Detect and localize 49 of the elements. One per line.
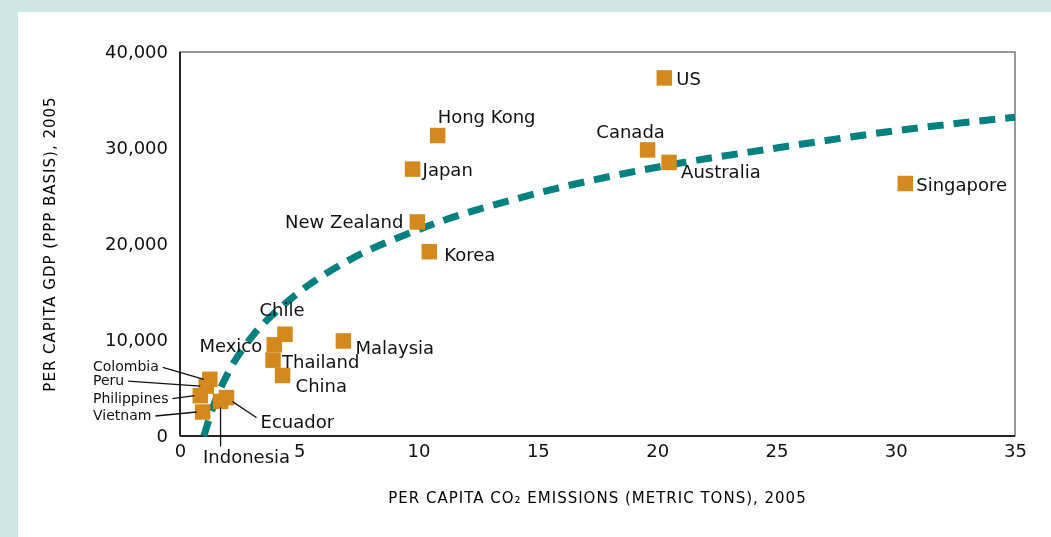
point (421, 243, 438, 260)
point (409, 214, 426, 230)
point (192, 387, 209, 404)
annotation: Indonesia (203, 446, 291, 468)
x-tick-label: 15 (526, 439, 550, 461)
y-tick-label: 20,000 (105, 233, 168, 255)
y-axis-title: PER CAPITA GDP (PPP BASIS), 2005 (41, 96, 59, 392)
point (266, 337, 282, 353)
y-tick-label: 40,000 (105, 41, 168, 63)
point (661, 154, 677, 171)
x-tick-label: 0 (174, 439, 187, 461)
point (429, 127, 446, 144)
annotation: Hong Kong (437, 105, 536, 127)
x-tick-label: 20 (646, 439, 670, 461)
x-tick-label: 35 (1004, 439, 1027, 461)
annotation: Peru (93, 372, 125, 389)
annotation: Philippines (93, 389, 169, 406)
point (218, 389, 235, 406)
point (639, 142, 656, 158)
annotation: Vietnam (93, 407, 152, 423)
y-tick-label: 30,000 (105, 137, 168, 159)
y-tick-label: 10,000 (105, 329, 168, 351)
annotation: Malaysia (355, 336, 435, 358)
annotation: Korea (444, 243, 496, 265)
annotation: China (295, 374, 348, 396)
annotation: Mexico (199, 334, 263, 356)
annotation: Chile (259, 299, 305, 321)
x-tick-label: 25 (765, 439, 789, 461)
point (656, 70, 673, 86)
point (335, 333, 352, 349)
annotation: Ecuador (260, 410, 335, 432)
point (277, 326, 293, 342)
annotation: Japan (421, 159, 473, 181)
x-axis-title: PER CAPITA CO₂ EMISSIONS (METRIC TONS), 2005 (388, 489, 807, 507)
annotation: Singapore (916, 173, 1008, 195)
x-tick-label: 10 (407, 439, 431, 461)
annotation: US (676, 67, 701, 89)
x-tick-label: 5 (294, 439, 306, 461)
annotation: Colombia (93, 358, 159, 375)
annotation: New Zealand (285, 210, 404, 232)
y-tick-label: 0 (156, 425, 168, 447)
point (404, 161, 421, 177)
point (897, 175, 913, 192)
point (194, 404, 211, 420)
annotation: Australia (681, 161, 761, 183)
annotation: Canada (596, 120, 665, 142)
point (274, 367, 291, 384)
x-tick-label: 30 (884, 439, 908, 461)
point (265, 352, 281, 368)
